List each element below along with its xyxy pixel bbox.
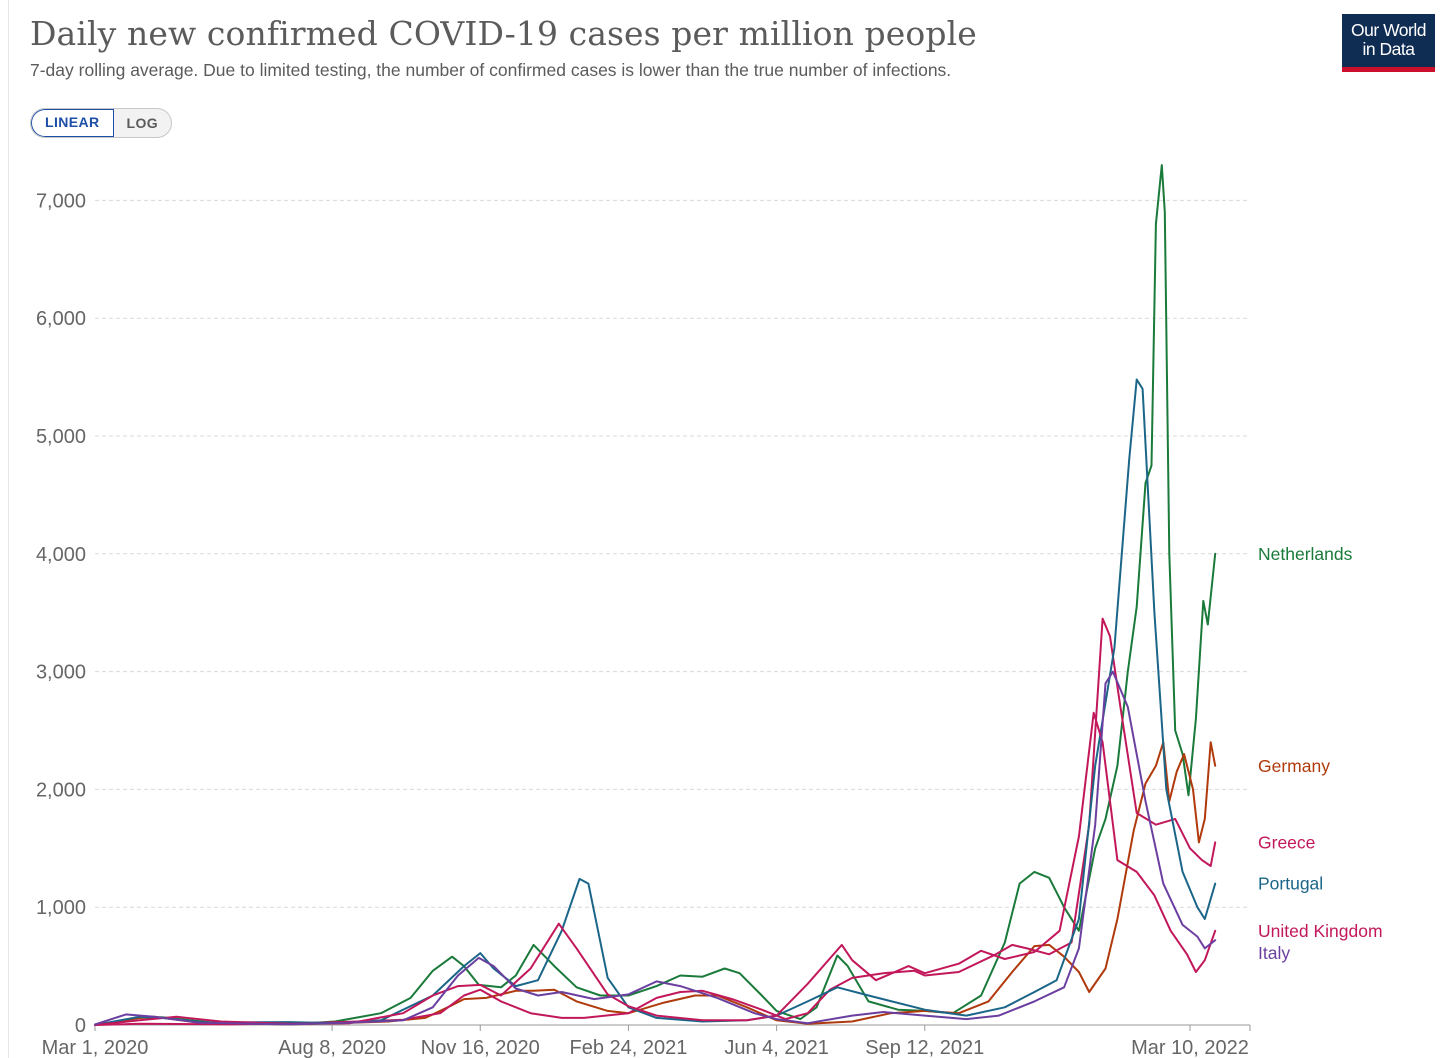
- series-line-united-kingdom: [94, 711, 1217, 1026]
- our-world-in-data-logo[interactable]: Our World in Data: [1342, 14, 1435, 72]
- chart-subtitle: 7-day rolling average. Due to limited te…: [30, 60, 952, 80]
- series-lines: [94, 164, 1217, 1026]
- y-axis: 0 1,000 2,000 3,000 4,000 5,000 6,000 7,000: [36, 190, 86, 1037]
- x-tick-label: Aug 8, 2020: [278, 1037, 386, 1058]
- series-label-portugal[interactable]: Portugal: [1258, 874, 1323, 894]
- series-label-germany[interactable]: Germany: [1258, 756, 1330, 776]
- series-line-netherlands: [94, 164, 1217, 1026]
- linear-scale-button[interactable]: LINEAR: [31, 109, 114, 137]
- x-axis: Mar 1, 2020 Aug 8, 2020 Nov 16, 2020 Feb 24…: [42, 1024, 1251, 1058]
- x-tick-label: Jun 4, 2021: [724, 1037, 829, 1058]
- gridlines: [95, 199, 1250, 908]
- series-label-greece[interactable]: Greece: [1258, 832, 1315, 852]
- x-tick-label: Mar 1, 2020: [42, 1037, 149, 1058]
- series-label-italy[interactable]: Italy: [1258, 943, 1290, 963]
- y-tick-label: 1,000: [36, 897, 86, 919]
- y-tick-label: 7,000: [36, 190, 86, 212]
- logo-red-bar: [1342, 67, 1435, 72]
- series-labels: Netherlands Germany Greece Portugal United K…: [1258, 544, 1383, 963]
- series-label-netherlands[interactable]: Netherlands: [1258, 544, 1353, 564]
- y-tick-label: 0: [75, 1015, 86, 1037]
- y-tick-label: 3,000: [36, 662, 86, 684]
- x-tick-label: Sep 12, 2021: [865, 1037, 984, 1058]
- log-scale-button[interactable]: LOG: [126, 115, 159, 131]
- x-tick-label: Feb 24, 2021: [569, 1037, 687, 1058]
- series-line-greece: [94, 617, 1217, 1026]
- logo-line-2: in Data: [1362, 39, 1415, 59]
- y-tick-label: 2,000: [36, 779, 86, 801]
- y-tick-label: 6,000: [36, 308, 86, 330]
- series-label-united-kingdom[interactable]: United Kingdom: [1258, 921, 1383, 941]
- x-tick-label: Mar 10, 2022: [1131, 1037, 1249, 1058]
- scale-toggle: LINEAR LOG: [30, 108, 173, 138]
- y-tick-label: 5,000: [36, 426, 86, 448]
- x-tick-label: Nov 16, 2020: [421, 1037, 540, 1058]
- page-left-rule: [8, 0, 9, 1058]
- chart-title: Daily new confirmed COVID-19 cases per m…: [30, 14, 977, 53]
- logo-line-1: Our World: [1351, 20, 1426, 40]
- y-tick-label: 4,000: [36, 544, 86, 566]
- series-line-portugal: [94, 378, 1217, 1026]
- series-line-italy: [94, 670, 1217, 1026]
